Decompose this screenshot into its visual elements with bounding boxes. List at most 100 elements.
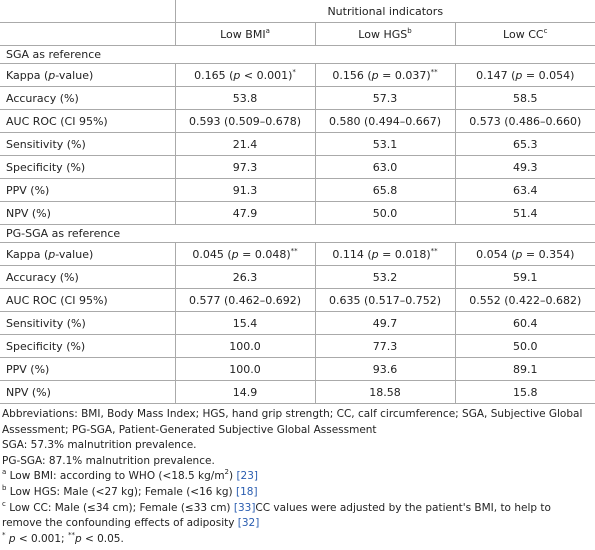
text-segment: -value) xyxy=(55,247,94,261)
column-header: Low CCc xyxy=(454,22,595,46)
data-row: Accuracy (%) 53.8 57.3 58.5 xyxy=(0,86,595,110)
cell: 65.3 xyxy=(454,132,595,156)
cell: 0.573 (0.486–0.660) xyxy=(454,109,595,133)
cell: 0.156 (p = 0.037)** xyxy=(314,63,456,87)
cell: 58.5 xyxy=(454,86,595,110)
text-segment: p xyxy=(48,247,56,261)
cell: 0.577 (0.462–0.692) xyxy=(174,288,316,312)
text-segment: c xyxy=(543,26,548,35)
text-segment: = 0.054) xyxy=(522,68,575,82)
row-label: PPV (%) xyxy=(0,178,176,202)
cell: 49.3 xyxy=(454,155,595,179)
footnote: c Low CC: Male (≤34 cm); Female (≤33 cm)… xyxy=(2,499,593,532)
text-segment: 0.045 ( xyxy=(192,247,232,261)
text-segment: * xyxy=(292,67,296,76)
section-row: PG-SGA as reference xyxy=(0,224,595,243)
text-segment: a xyxy=(2,468,7,477)
text-segment: 0.156 ( xyxy=(332,68,372,82)
text-segment: Low CC xyxy=(503,27,544,41)
cell: 51.4 xyxy=(454,201,595,225)
text-segment: 0.054 ( xyxy=(476,247,516,261)
row-label: Accuracy (%) xyxy=(0,265,176,289)
text-segment: Low BMI xyxy=(220,27,266,41)
data-row: Kappa (p-value) 0.165 (p < 0.001)* 0.156 (… xyxy=(0,63,595,87)
data-row: NPV (%) 14.9 18.58 15.8 xyxy=(0,380,595,404)
data-row: NPV (%) 47.9 50.0 51.4 xyxy=(0,201,595,225)
text-segment: p xyxy=(515,68,523,82)
text-segment: p xyxy=(371,247,379,261)
text-segment: CC values were adjusted by the patient's… xyxy=(2,501,551,530)
cell: 57.3 xyxy=(314,86,456,110)
row-label: AUC ROC (CI 95%) xyxy=(0,109,176,133)
text-segment: c xyxy=(2,499,6,508)
text-segment: ** xyxy=(430,67,438,76)
cell: 49.7 xyxy=(314,311,456,335)
empty-cell xyxy=(0,0,176,23)
empty-cell xyxy=(0,22,176,46)
text-segment: p xyxy=(231,247,239,261)
cell: 89.1 xyxy=(454,357,595,381)
group-header: Nutritional indicators xyxy=(174,0,595,23)
cell: 91.3 xyxy=(174,178,316,202)
section-row: SGA as reference xyxy=(0,45,595,64)
cell: 93.6 xyxy=(314,357,456,381)
cell: 53.8 xyxy=(174,86,316,110)
cell: 15.4 xyxy=(174,311,316,335)
data-row: Accuracy (%) 26.3 53.2 59.1 xyxy=(0,265,595,289)
text-segment: ** xyxy=(67,530,75,539)
cell: 0.552 (0.422–0.682) xyxy=(454,288,595,312)
citation: [23] xyxy=(236,470,259,483)
footnote: Abbreviations: BMI, Body Mass Index; HGS… xyxy=(2,408,583,436)
cell: 0.045 (p = 0.048)** xyxy=(174,242,316,266)
group-header-row: Nutritional indicators xyxy=(0,0,595,23)
cell: 60.4 xyxy=(454,311,595,335)
footnote: a Low BMI: according to WHO (<18.5 kg/m2… xyxy=(2,469,593,485)
text-segment: ) xyxy=(229,470,237,483)
cell: 18.58 xyxy=(314,380,456,404)
column-header: Low BMIa xyxy=(174,22,316,46)
cell: 59.1 xyxy=(454,265,595,289)
text-segment: p xyxy=(8,532,16,545)
data-row: PPV (%) 91.3 65.8 63.4 xyxy=(0,178,595,202)
text-segment: = 0.354) xyxy=(522,247,575,261)
cell: 47.9 xyxy=(174,201,316,225)
row-label: AUC ROC (CI 95%) xyxy=(0,288,176,312)
text-segment: 0.165 ( xyxy=(194,68,234,82)
cell: 15.8 xyxy=(454,380,595,404)
cell: 0.114 (p = 0.018)** xyxy=(314,242,456,266)
cell: 53.2 xyxy=(314,265,456,289)
section-title: PG-SGA as reference xyxy=(0,224,595,243)
data-row: PPV (%) 100.0 93.6 89.1 xyxy=(0,357,595,381)
text-segment: Low CC: Male (≤34 cm); Female (≤33 cm) xyxy=(5,501,234,514)
text-segment: p xyxy=(48,68,56,82)
text-segment: p xyxy=(515,247,523,261)
text-segment: p xyxy=(74,532,82,545)
row-label: PPV (%) xyxy=(0,357,176,381)
footnote: PG-SGA: 87.1% malnutrition prevalence. xyxy=(2,454,215,467)
cell: 65.8 xyxy=(314,178,456,202)
text-segment: Low HGS: Male (<27 kg); Female (<16 kg) xyxy=(6,485,236,498)
cell: 21.4 xyxy=(174,132,316,156)
cell: 0.054 (p = 0.354) xyxy=(454,242,595,266)
cell: 50.0 xyxy=(314,201,456,225)
text-segment: < 0.05. xyxy=(81,532,124,545)
row-label: Kappa (p-value) xyxy=(0,242,176,266)
cell: 0.580 (0.494–0.667) xyxy=(314,109,456,133)
text-segment: Kappa ( xyxy=(6,247,49,261)
text-segment: = 0.048) xyxy=(238,247,291,261)
text-segment: = 0.018) xyxy=(378,247,431,261)
text-segment: Kappa ( xyxy=(6,68,49,82)
row-label: Sensitivity (%) xyxy=(0,311,176,335)
text-segment: 2 xyxy=(224,468,230,477)
data-row: Sensitivity (%) 15.4 49.7 60.4 xyxy=(0,311,595,335)
cell: 100.0 xyxy=(174,357,316,381)
footnotes: Abbreviations: BMI, Body Mass Index; HGS… xyxy=(0,404,595,547)
text-segment: p xyxy=(371,68,379,82)
row-label: Specificity (%) xyxy=(0,334,176,358)
table-body: Nutritional indicators Low BMIa Low HGSb L… xyxy=(0,0,595,404)
footnote: b Low HGS: Male (<27 kg); Female (<16 kg… xyxy=(2,484,593,501)
cell: 26.3 xyxy=(174,265,316,289)
text-segment: ** xyxy=(290,246,298,255)
column-header: Low HGSb xyxy=(314,22,456,46)
